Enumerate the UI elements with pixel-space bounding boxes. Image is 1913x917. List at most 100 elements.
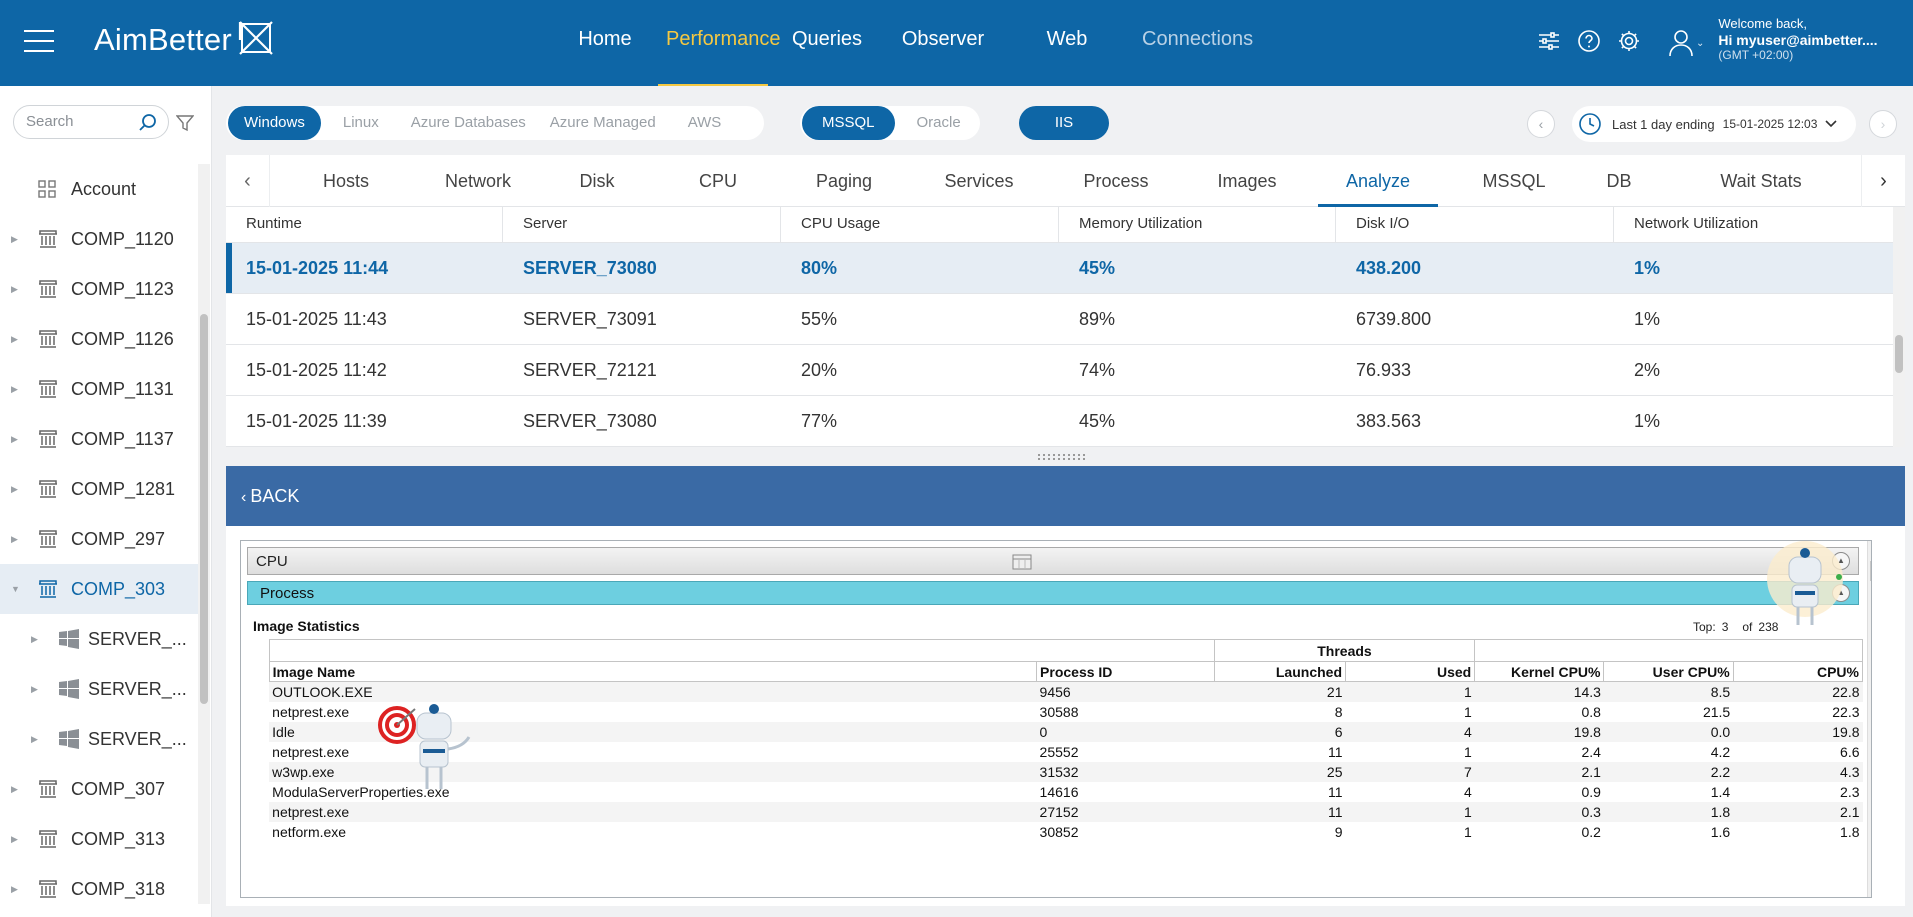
table-row[interactable]: 15-01-2025 11:43 SERVER_73091 55% 89% 6739.8… xyxy=(226,294,1893,345)
tab-analyze[interactable]: Analyze xyxy=(1318,155,1438,207)
tab-disk[interactable]: Disk xyxy=(579,171,615,191)
col-launched[interactable]: Launched xyxy=(1213,661,1347,682)
col-kernel-cpu[interactable]: Kernel CPU% xyxy=(1474,661,1605,682)
expand-arrow-icon[interactable]: ▶ xyxy=(11,833,18,844)
table-icon[interactable] xyxy=(1012,554,1032,570)
nav-home[interactable]: Home xyxy=(578,28,632,50)
tab-paging[interactable]: Paging xyxy=(815,171,873,191)
tab-process[interactable]: Process xyxy=(1083,171,1149,191)
table-row[interactable]: OUTLOOK.EXE 9456 21 1 14.3 8.5 22.8 xyxy=(251,681,1863,702)
sliders-icon[interactable] xyxy=(1536,28,1562,54)
chevron-down-icon[interactable] xyxy=(1825,120,1837,128)
tab-services[interactable]: Services xyxy=(944,171,1014,191)
help-icon[interactable] xyxy=(1576,28,1602,54)
table-row[interactable]: netprest.exe 30588 8 1 0.8 21.5 22.3 xyxy=(251,702,1863,722)
menu-icon[interactable] xyxy=(24,30,54,54)
expand-arrow-icon[interactable]: ▶ xyxy=(11,483,18,494)
app-logo[interactable]: AimBetter xyxy=(94,22,232,57)
nav-web[interactable]: Web xyxy=(1046,28,1088,50)
platform-linux[interactable]: Linux xyxy=(342,114,379,131)
sidebar-item-company[interactable]: ▶ COMP_313 xyxy=(0,814,198,864)
col-used[interactable]: Used xyxy=(1344,661,1476,682)
sidebar-item-company[interactable]: ▶ COMP_1131 xyxy=(0,364,198,414)
sidebar-item-company[interactable]: ▶ COMP_1126 xyxy=(0,314,198,364)
expand-arrow-icon[interactable]: ▶ xyxy=(11,383,18,394)
table-row[interactable]: netprest.exe 27152 11 1 0.3 1.8 2.1 xyxy=(251,801,1863,822)
filter-icon[interactable] xyxy=(176,114,194,132)
table-row[interactable]: w3wp.exe 31532 25 7 2.1 2.2 4.3 xyxy=(251,761,1863,782)
sidebar-item-server[interactable]: ▶ SERVER_... xyxy=(0,614,198,664)
platform-windows[interactable]: Windows xyxy=(228,106,321,140)
col-runtime[interactable]: Runtime xyxy=(226,207,503,243)
sidebar-item-server[interactable]: ▶ SERVER_... xyxy=(0,664,198,714)
tab-mssql[interactable]: MSSQL xyxy=(1482,171,1546,191)
search-icon[interactable] xyxy=(138,113,158,133)
top-value[interactable]: 3 xyxy=(1721,620,1729,634)
user-icon[interactable] xyxy=(1668,28,1694,58)
report-scrollbar[interactable]: ▼ xyxy=(1867,541,1872,897)
nav-connections[interactable]: Connections xyxy=(1142,28,1254,50)
nav-performance[interactable]: Performance xyxy=(650,0,781,86)
col-disk-io[interactable]: Disk I/O xyxy=(1336,207,1614,243)
tabs-scroll-left-button[interactable]: ‹ xyxy=(226,155,270,207)
sidebar-item-company[interactable]: ▶ COMP_318 xyxy=(0,864,198,914)
col-cpu-usage[interactable]: CPU Usage xyxy=(781,207,1059,243)
sidebar-scrollbar[interactable] xyxy=(198,164,210,904)
user-menu[interactable]: ⌄ Welcome back, Hi myuser@aimbetter.... … xyxy=(1668,16,1878,63)
next-period-button[interactable]: › xyxy=(1869,110,1897,138)
cpu-section-header[interactable]: CPU ▲ xyxy=(247,547,1859,575)
sidebar-item-company[interactable]: ▶ COMP_307 xyxy=(0,764,198,814)
back-button[interactable]: ‹ BACK xyxy=(241,466,299,526)
process-section-header[interactable]: Process ▲ xyxy=(247,581,1859,605)
collapse-arrow-icon[interactable]: ▼ xyxy=(11,584,20,594)
expand-arrow-icon[interactable]: ▶ xyxy=(11,533,18,544)
expand-arrow-icon[interactable]: ▶ xyxy=(31,733,38,744)
chevron-down-icon[interactable]: ⌄ xyxy=(1696,38,1705,49)
tab-network[interactable]: Network xyxy=(444,171,511,191)
previous-period-button[interactable]: ‹ xyxy=(1527,110,1555,138)
expand-arrow-icon[interactable]: ▶ xyxy=(11,333,18,344)
table-row[interactable]: Idle 0 6 4 19.8 0.0 19.8 xyxy=(251,721,1863,742)
tab-images[interactable]: Images xyxy=(1217,171,1277,191)
expand-arrow-icon[interactable]: ▶ xyxy=(31,683,38,694)
search-input[interactable] xyxy=(26,113,136,130)
db-oracle[interactable]: Oracle xyxy=(916,114,961,131)
grid-scrollbar[interactable] xyxy=(1893,207,1905,447)
table-row[interactable]: netform.exe 30852 9 1 0.2 1.6 1.8 xyxy=(251,822,1863,842)
expand-arrow-icon[interactable]: ▶ xyxy=(11,883,18,894)
iis-button[interactable]: IIS xyxy=(1019,106,1109,140)
table-row[interactable]: netprest.exe 25552 11 1 2.4 4.2 6.6 xyxy=(251,742,1863,762)
db-mssql[interactable]: MSSQL xyxy=(802,106,895,140)
expand-arrow-icon[interactable]: ▶ xyxy=(11,233,18,244)
tab-db[interactable]: DB xyxy=(1606,171,1632,191)
table-row[interactable]: 15-01-2025 11:39 SERVER_73080 77% 45% 383.56… xyxy=(226,396,1893,447)
gear-icon[interactable] xyxy=(1616,28,1642,54)
scroll-down-icon[interactable]: ▼ xyxy=(1871,887,1872,897)
search-box[interactable] xyxy=(13,105,169,139)
resize-handle[interactable] xyxy=(1038,452,1090,462)
tab-wait-stats[interactable]: Wait Stats xyxy=(1720,171,1802,191)
sidebar-item-account[interactable]: Account xyxy=(0,164,198,214)
tab-hosts[interactable]: Hosts xyxy=(322,171,369,191)
sidebar-item-company[interactable]: ▶ COMP_297 xyxy=(0,514,198,564)
time-range-selector[interactable]: Last 1 day ending 15-01-2025 12:03 xyxy=(1572,106,1856,142)
table-row[interactable]: 15-01-2025 11:44 SERVER_73080 80% 45% 438.20… xyxy=(226,243,1893,294)
expand-arrow-icon[interactable]: ▶ xyxy=(11,783,18,794)
table-row[interactable]: ModulaServerProperties.exe 14616 11 4 0.9 1.4… xyxy=(251,782,1863,802)
sidebar-item-company[interactable]: ▶ COMP_1281 xyxy=(0,464,198,514)
col-memory-utilization[interactable]: Memory Utilization xyxy=(1059,207,1336,243)
col-user-cpu[interactable]: User CPU% xyxy=(1603,661,1734,682)
sidebar-item-server[interactable]: ▶ SERVER_... xyxy=(0,714,198,764)
tab-cpu[interactable]: CPU xyxy=(698,171,737,191)
col-cpu[interactable]: CPU% xyxy=(1732,661,1864,682)
nav-queries[interactable]: Queries xyxy=(792,28,863,50)
expand-arrow-icon[interactable]: ▶ xyxy=(31,633,38,644)
table-row[interactable]: 15-01-2025 11:42 SERVER_72121 20% 74% 76.933… xyxy=(226,345,1893,396)
col-process-id[interactable]: Process ID xyxy=(1036,661,1215,682)
nav-observer[interactable]: Observer xyxy=(901,28,985,50)
tabs-scroll-right-button[interactable]: › xyxy=(1861,155,1905,207)
platform-aws[interactable]: AWS xyxy=(687,114,722,131)
sidebar-item-company[interactable]: ▶ COMP_1120 xyxy=(0,214,198,264)
expand-arrow-icon[interactable]: ▶ xyxy=(11,283,18,294)
sidebar-item-company[interactable]: ▶ COMP_1123 xyxy=(0,264,198,314)
